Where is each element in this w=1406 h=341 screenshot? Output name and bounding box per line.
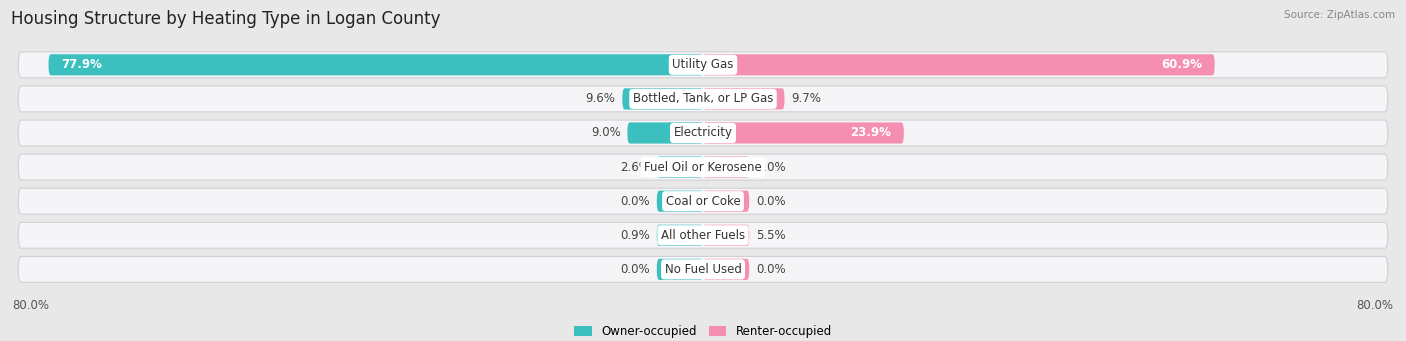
Text: 0.0%: 0.0% [756, 195, 786, 208]
Text: Electricity: Electricity [673, 127, 733, 139]
Text: 5.5%: 5.5% [756, 229, 786, 242]
FancyBboxPatch shape [18, 256, 1388, 282]
Text: Coal or Coke: Coal or Coke [665, 195, 741, 208]
Text: No Fuel Used: No Fuel Used [665, 263, 741, 276]
Text: All other Fuels: All other Fuels [661, 229, 745, 242]
FancyBboxPatch shape [18, 86, 1388, 112]
FancyBboxPatch shape [657, 191, 703, 212]
Text: 0.0%: 0.0% [620, 263, 650, 276]
FancyBboxPatch shape [703, 225, 749, 246]
FancyBboxPatch shape [18, 52, 1388, 78]
Text: 9.6%: 9.6% [586, 92, 616, 105]
Text: Fuel Oil or Kerosene: Fuel Oil or Kerosene [644, 161, 762, 174]
Text: Housing Structure by Heating Type in Logan County: Housing Structure by Heating Type in Log… [11, 10, 440, 28]
Text: 0.0%: 0.0% [756, 263, 786, 276]
FancyBboxPatch shape [703, 88, 785, 109]
FancyBboxPatch shape [657, 259, 703, 280]
Text: 77.9%: 77.9% [60, 58, 103, 71]
FancyBboxPatch shape [18, 120, 1388, 146]
FancyBboxPatch shape [18, 222, 1388, 248]
FancyBboxPatch shape [18, 154, 1388, 180]
Legend: Owner-occupied, Renter-occupied: Owner-occupied, Renter-occupied [569, 321, 837, 341]
FancyBboxPatch shape [703, 157, 749, 178]
Text: 0.0%: 0.0% [620, 195, 650, 208]
FancyBboxPatch shape [623, 88, 703, 109]
Text: 2.6%: 2.6% [620, 161, 650, 174]
Text: 60.9%: 60.9% [1161, 58, 1202, 71]
Text: 0.0%: 0.0% [756, 161, 786, 174]
FancyBboxPatch shape [703, 259, 749, 280]
Text: 0.9%: 0.9% [620, 229, 650, 242]
Text: 23.9%: 23.9% [851, 127, 891, 139]
FancyBboxPatch shape [703, 191, 749, 212]
FancyBboxPatch shape [48, 54, 703, 75]
Text: 9.7%: 9.7% [792, 92, 821, 105]
FancyBboxPatch shape [657, 225, 703, 246]
FancyBboxPatch shape [703, 122, 904, 144]
FancyBboxPatch shape [703, 54, 1215, 75]
Text: Source: ZipAtlas.com: Source: ZipAtlas.com [1284, 10, 1395, 20]
Text: Bottled, Tank, or LP Gas: Bottled, Tank, or LP Gas [633, 92, 773, 105]
FancyBboxPatch shape [18, 188, 1388, 214]
FancyBboxPatch shape [657, 157, 703, 178]
Text: 9.0%: 9.0% [591, 127, 620, 139]
FancyBboxPatch shape [627, 122, 703, 144]
Text: Utility Gas: Utility Gas [672, 58, 734, 71]
